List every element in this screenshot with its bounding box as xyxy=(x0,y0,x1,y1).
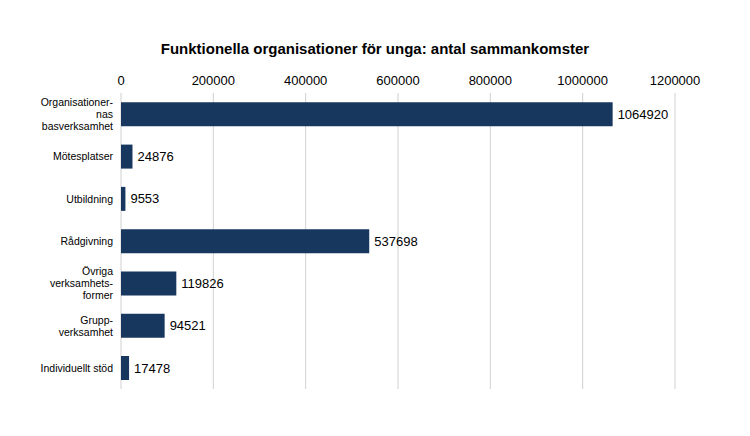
svg-text:Mötesplatser: Mötesplatser xyxy=(53,150,114,162)
html-text:Funktionella organisationer fö: Funktionella organisationer för unga: an… xyxy=(160,40,590,57)
svg-text:Grupp-verksamhet: Grupp-verksamhet xyxy=(59,314,114,338)
svg-text:1000000: 1000000 xyxy=(557,73,608,88)
svg-text:200000: 200000 xyxy=(192,73,235,88)
svg-text:Organisationer-nasbasverksamhe: Organisationer-nasbasverksamhet xyxy=(41,96,114,132)
svg-text:0: 0 xyxy=(117,73,124,88)
svg-text:1200000: 1200000 xyxy=(650,73,701,88)
svg-text:537698: 537698 xyxy=(374,234,417,249)
svg-text:17478: 17478 xyxy=(134,361,170,376)
svg-text:24876: 24876 xyxy=(137,149,173,164)
svg-text:Rådgivning: Rådgivning xyxy=(60,235,113,247)
svg-text:Utbildning: Utbildning xyxy=(66,193,113,205)
svg-text:Övrigaverksamhets-former: Övrigaverksamhets-former xyxy=(50,265,114,301)
svg-text:9553: 9553 xyxy=(130,191,159,206)
svg-text:800000: 800000 xyxy=(469,73,512,88)
svg-text:400000: 400000 xyxy=(284,73,327,88)
svg-text:600000: 600000 xyxy=(376,73,419,88)
svg-text:94521: 94521 xyxy=(170,318,206,333)
svg-text:Individuellt stöd: Individuellt stöd xyxy=(41,362,114,374)
svg-text:119826: 119826 xyxy=(181,276,223,291)
svg-text:1064920: 1064920 xyxy=(618,107,669,122)
